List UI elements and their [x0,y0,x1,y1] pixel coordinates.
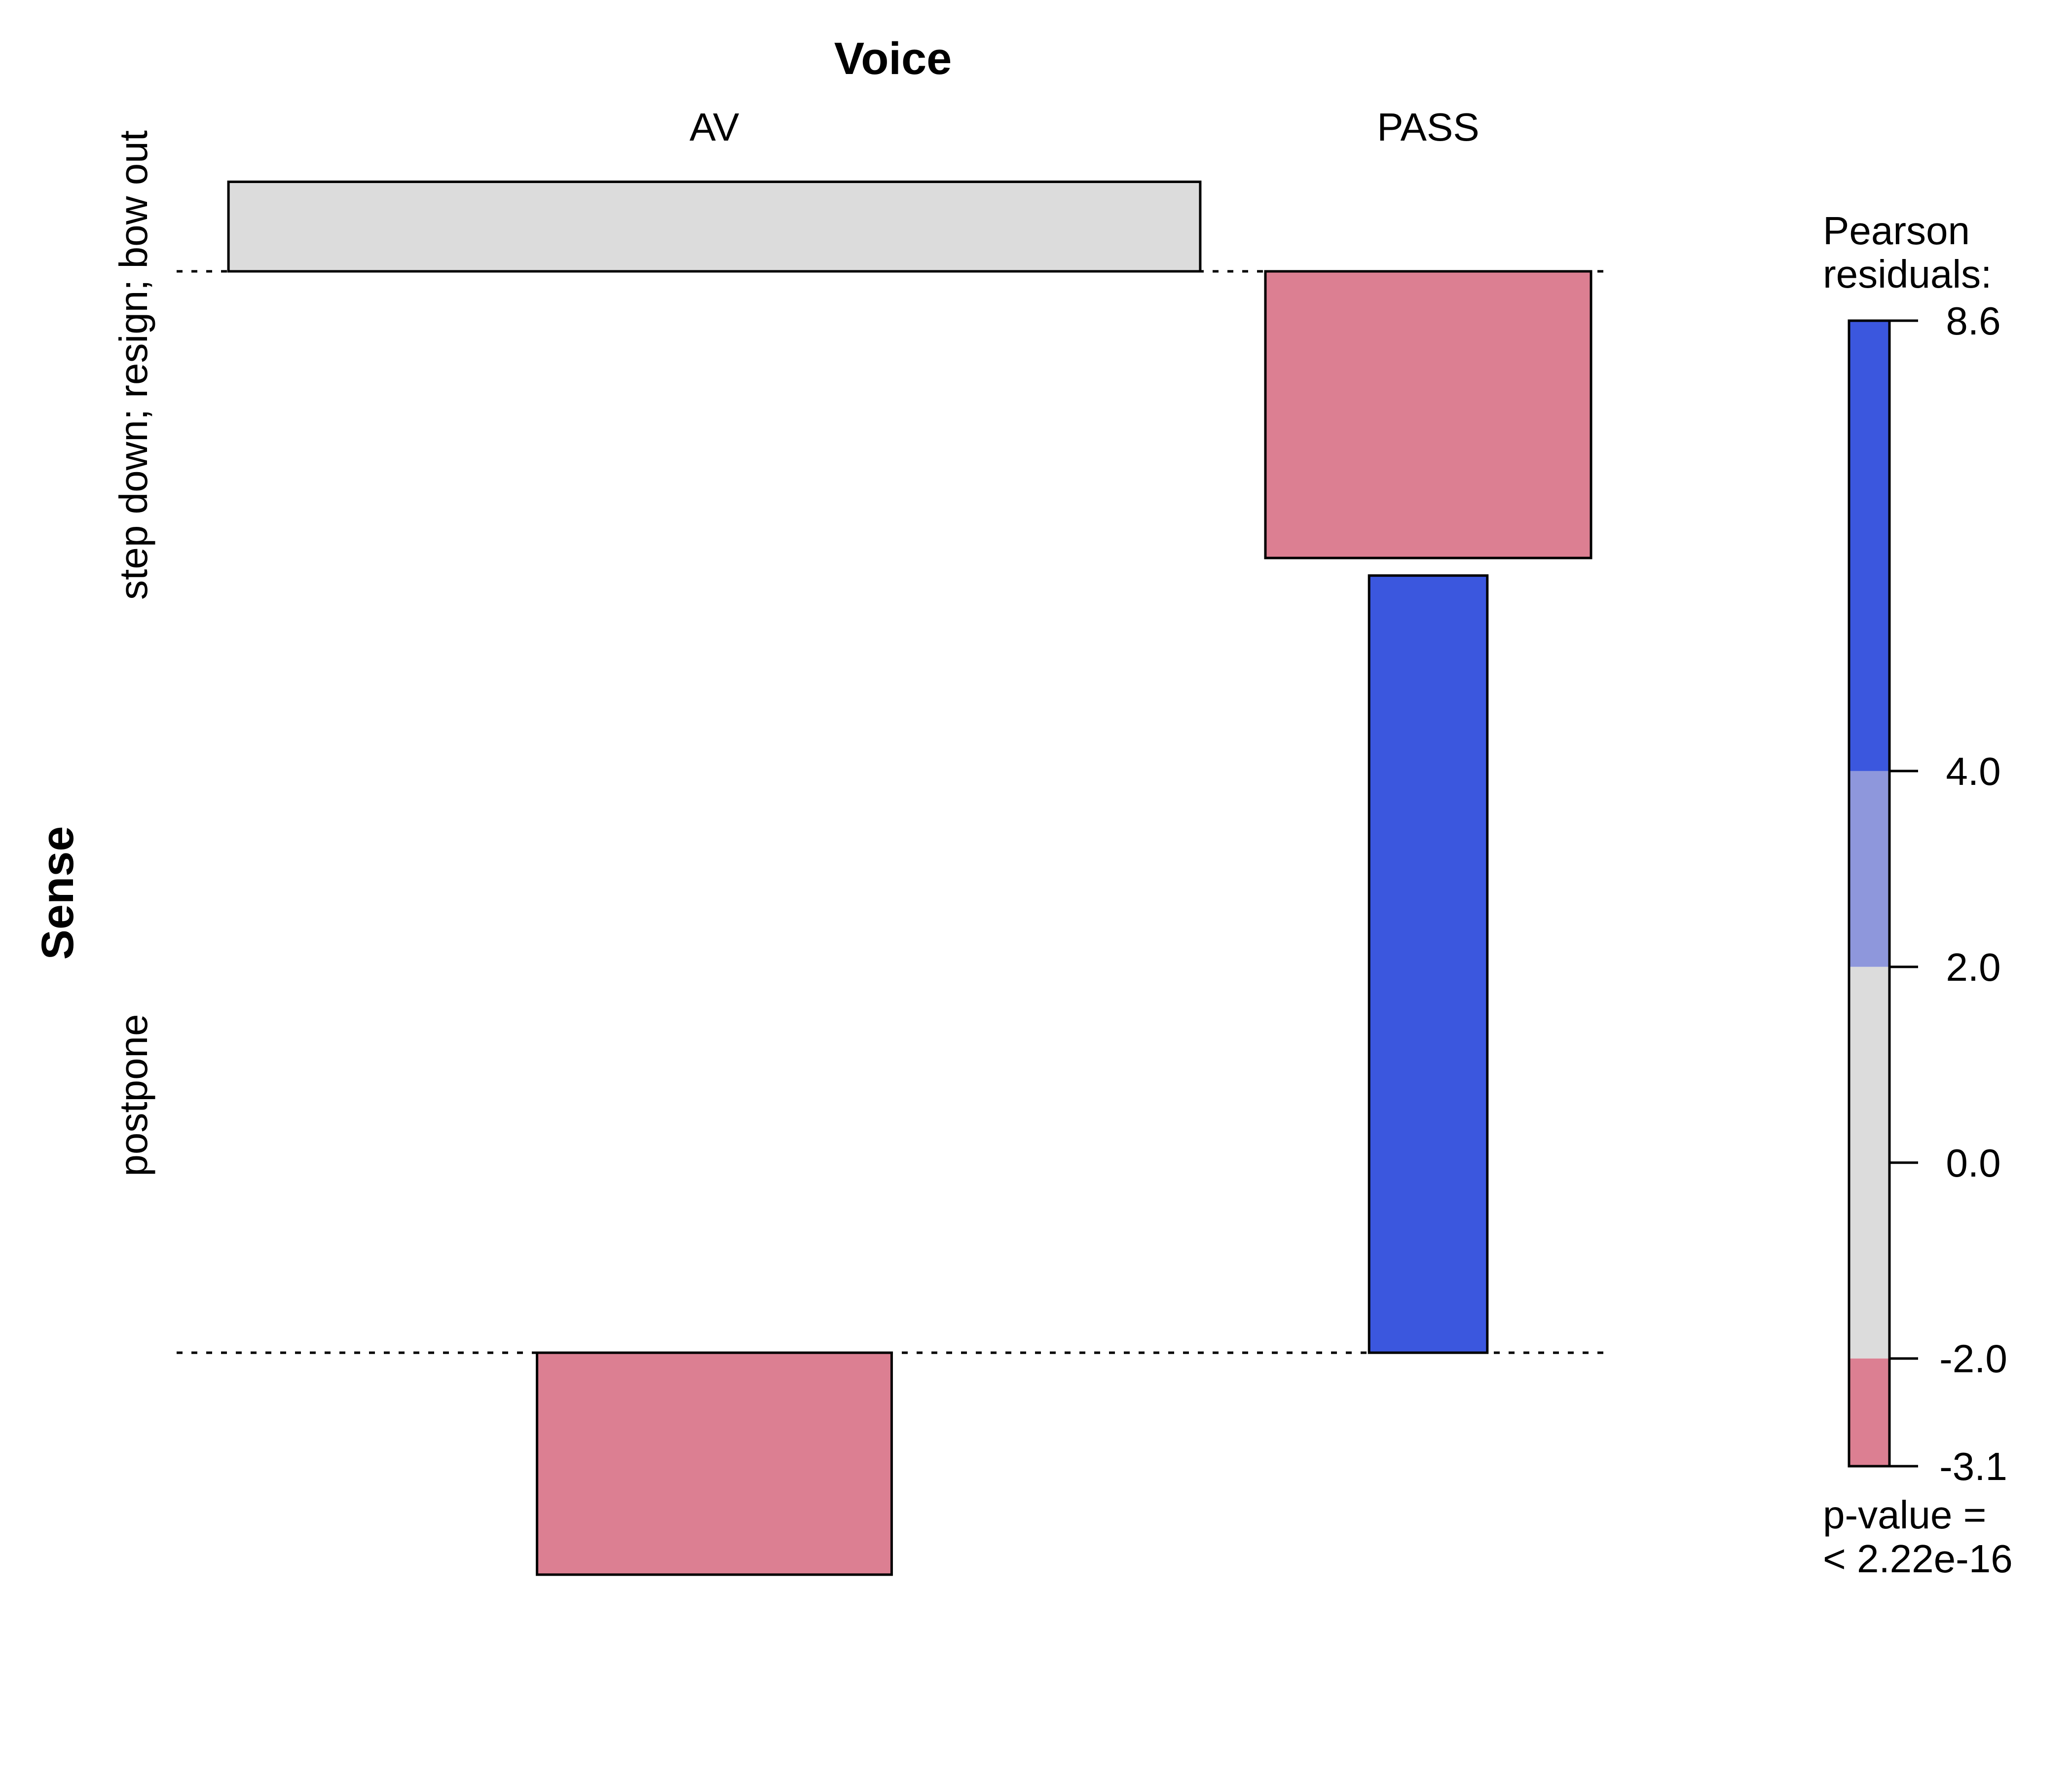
legend-band-2 [1849,771,1889,967]
y-axis-label: Sense [33,826,83,960]
legend-title-line1: Pearson [1823,209,1970,253]
legend-band-3 [1849,966,1889,1359]
legend-bar-border [1848,319,1891,1468]
legend-tick-label: -2.0 [1939,1337,2007,1381]
legend-tick-label: 8.6 [1946,299,2000,343]
legend-title-line2: residuals: [1823,252,1992,296]
legend-tick-label: 4.0 [1946,749,2000,793]
legend-band-4 [1849,1358,1889,1466]
chart-title: Voice [834,34,952,84]
row-label-2: postpone [111,1014,155,1176]
legend-tick-label: 0.0 [1946,1141,2000,1185]
p-value-line2: < 2.22e-16 [1823,1537,2013,1581]
legend-tick-label: -3.1 [1939,1444,2007,1488]
cell-2-av [536,1351,893,1576]
column-label-pass: PASS [1377,105,1480,149]
legend-tick-label: 2.0 [1946,945,2000,989]
column-label-av: AV [690,105,740,149]
row-label-1: step down; resign; bow out [111,130,155,600]
legend-band-1 [1849,321,1889,771]
cell-1-av [227,181,1202,273]
cell-2-pass [1368,574,1489,1354]
p-value-line1: p-value = [1823,1493,1986,1537]
legend: Pearson residuals: 8.64.02.00.0-2.0-3.1 … [1823,209,2013,1581]
cell-1-pass [1264,270,1592,559]
